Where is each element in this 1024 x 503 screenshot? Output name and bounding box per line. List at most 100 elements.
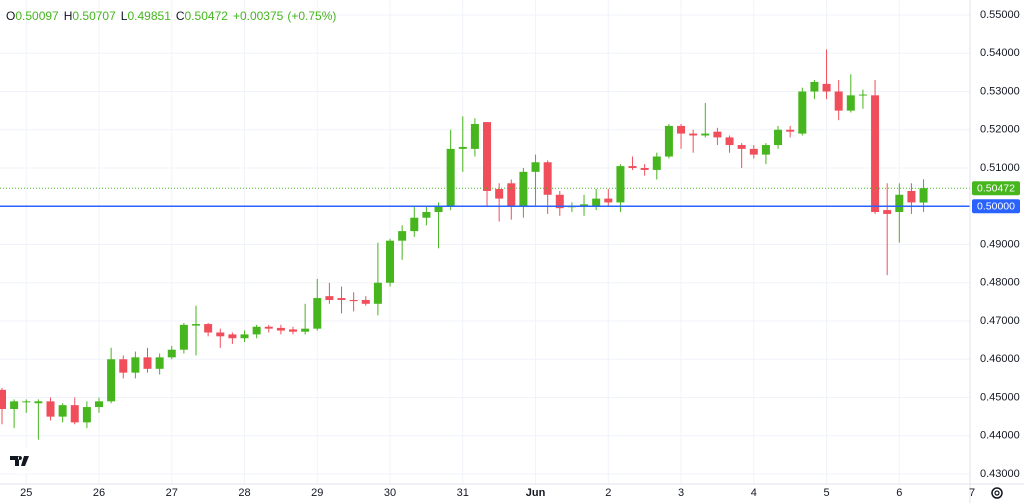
candle-body <box>192 324 201 326</box>
ohlc-letter: C <box>176 9 185 23</box>
change-percent: (+0.75%) <box>287 9 336 23</box>
candle-body <box>422 211 431 218</box>
ohlc-value: 0.50472 <box>185 9 229 23</box>
candle-body <box>652 156 661 170</box>
overlay <box>0 187 970 208</box>
candle-body <box>677 125 686 134</box>
y-tick-label: 0.51000 <box>980 162 1020 174</box>
candle-body <box>155 357 164 369</box>
candle-body <box>179 324 188 350</box>
candle-body <box>313 298 322 329</box>
x-tick-label: 30 <box>384 487 396 499</box>
candle-body <box>761 145 770 155</box>
y-tick-label: 0.53000 <box>980 85 1020 97</box>
candle-body <box>252 326 261 335</box>
candle-body <box>907 190 916 203</box>
y-tick-label: 0.52000 <box>980 124 1020 136</box>
candle-body <box>107 359 116 402</box>
candle-body <box>604 198 613 203</box>
candle-body <box>167 349 176 358</box>
price-label-box <box>972 199 1020 214</box>
ohlc-letter: L <box>121 9 128 23</box>
price-label: 0.50000 <box>977 201 1015 213</box>
candle-body <box>349 299 358 302</box>
candle-body <box>82 407 91 423</box>
candle-body <box>398 231 407 241</box>
x-tick-label: 5 <box>823 487 829 499</box>
candle-body <box>483 122 492 191</box>
candle-body <box>495 189 504 199</box>
candle-body <box>701 133 710 136</box>
candle-body <box>798 91 807 134</box>
ohlc-value: 0.50097 <box>15 9 59 23</box>
candle-body <box>592 198 601 207</box>
y-tick-label: 0.45000 <box>980 391 1020 403</box>
x-tick-label: 25 <box>20 487 32 499</box>
candle-body <box>919 188 928 203</box>
y-tick-label: 0.48000 <box>980 277 1020 289</box>
candle-body <box>373 282 382 304</box>
y-tick-label: 0.49000 <box>980 238 1020 250</box>
candle-body <box>337 298 346 300</box>
candle-body <box>95 401 104 408</box>
candle-body <box>216 332 225 337</box>
candle-body <box>519 171 528 207</box>
candle-body <box>0 389 7 409</box>
ohlc-letter: H <box>64 9 73 23</box>
candle-body <box>446 148 455 207</box>
candle-body <box>810 81 819 92</box>
candle-body <box>749 148 758 155</box>
settings-icon[interactable] <box>991 487 1003 499</box>
candle-body <box>289 329 298 332</box>
x-tick-label: 4 <box>751 487 757 499</box>
candle-body <box>410 217 419 232</box>
candle-body <box>240 334 249 339</box>
candle-body <box>580 204 589 207</box>
candle-body <box>264 326 273 329</box>
candle-body <box>883 210 892 214</box>
x-tick-label: 7 <box>969 487 975 499</box>
candle-body <box>871 95 880 212</box>
price-label: 0.50472 <box>977 182 1015 194</box>
x-tick-label: 2 <box>605 487 611 499</box>
candle-body <box>70 405 79 423</box>
candle-body <box>616 166 625 203</box>
candle-body <box>470 124 479 149</box>
candle-body <box>361 299 370 304</box>
candle-body <box>664 125 673 157</box>
candle-body <box>34 401 43 404</box>
y-tick-label: 0.54000 <box>980 47 1020 59</box>
candle-body <box>834 91 843 111</box>
candle-body <box>786 129 795 132</box>
candle-body <box>228 334 237 339</box>
candle-body <box>10 401 19 409</box>
candle-body <box>46 401 55 417</box>
x-tick-label: Jun <box>526 487 546 499</box>
candle-body <box>846 95 855 111</box>
candle-body <box>689 133 698 136</box>
candle-body <box>507 183 516 207</box>
candle-body <box>204 324 213 333</box>
candle-body <box>713 131 722 138</box>
x-tick-label: 3 <box>678 487 684 499</box>
candle-body <box>434 206 443 212</box>
x-tick-label: 31 <box>457 487 469 499</box>
tv-logo <box>6 448 36 474</box>
candle-body <box>725 137 734 146</box>
y-tick-label: 0.55000 <box>980 9 1020 21</box>
candle-body <box>22 401 31 403</box>
candle-body <box>822 83 831 92</box>
candle-body <box>858 94 867 96</box>
candle-body <box>458 146 467 149</box>
candle-body <box>325 296 334 300</box>
candle-body <box>531 162 540 172</box>
candle-body <box>555 194 564 209</box>
candle-body <box>640 168 649 170</box>
x-tick-label: 29 <box>311 487 323 499</box>
y-tick-label: 0.43000 <box>980 468 1020 480</box>
x-tick-label: 27 <box>166 487 178 499</box>
y-tick-label: 0.44000 <box>980 430 1020 442</box>
ohlc-letter: O <box>6 9 15 23</box>
candle-body <box>895 194 904 212</box>
